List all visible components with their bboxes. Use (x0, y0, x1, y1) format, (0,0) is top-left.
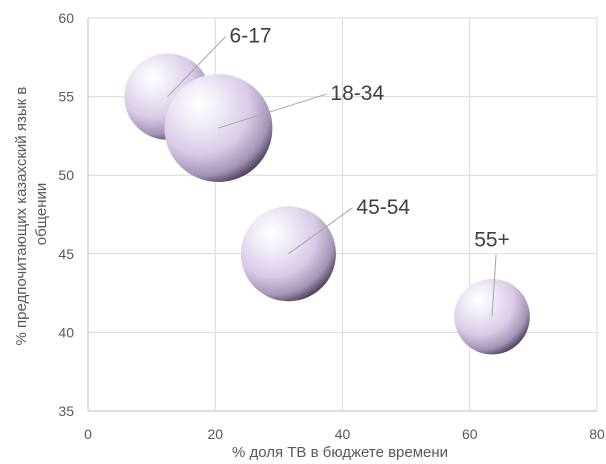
bubble-label: 55+ (474, 229, 510, 252)
x-tick-label: 20 (207, 426, 223, 442)
axes: 35 40 45 50 55 60 0 20 40 60 80 (58, 10, 605, 442)
y-tick-label: 35 (58, 403, 74, 419)
leader-line (218, 93, 327, 129)
leader-line (288, 207, 353, 255)
y-tick-label: 50 (58, 167, 74, 183)
bubble-label: 6-17 (230, 25, 272, 48)
x-tick-label: 0 (84, 426, 92, 442)
bubble-label: 45-54 (356, 196, 410, 219)
leader-line (167, 36, 226, 97)
y-tick-label: 60 (58, 10, 74, 26)
bubble-labels: 6-17 18-34 45-54 55+ (167, 25, 510, 317)
x-tick-label: 40 (335, 426, 351, 442)
x-tick-label: 60 (462, 426, 478, 442)
leader-line (491, 254, 497, 317)
x-axis-title: % доля ТВ в бюджете времени (232, 444, 448, 461)
y-tick-label: 55 (58, 89, 74, 105)
bubble-label: 18-34 (330, 82, 384, 105)
y-tick-label: 45 (58, 246, 74, 262)
y-axis-title: % предпочитающих казахский язык в общени… (13, 82, 50, 345)
y-axis-title-line-1: % предпочитающих казахский язык в (13, 87, 30, 346)
y-tick-label: 40 (58, 324, 74, 340)
y-axis-title-line-2: общении (33, 183, 50, 246)
bubbles (124, 53, 530, 355)
x-tick-label: 80 (589, 426, 605, 442)
